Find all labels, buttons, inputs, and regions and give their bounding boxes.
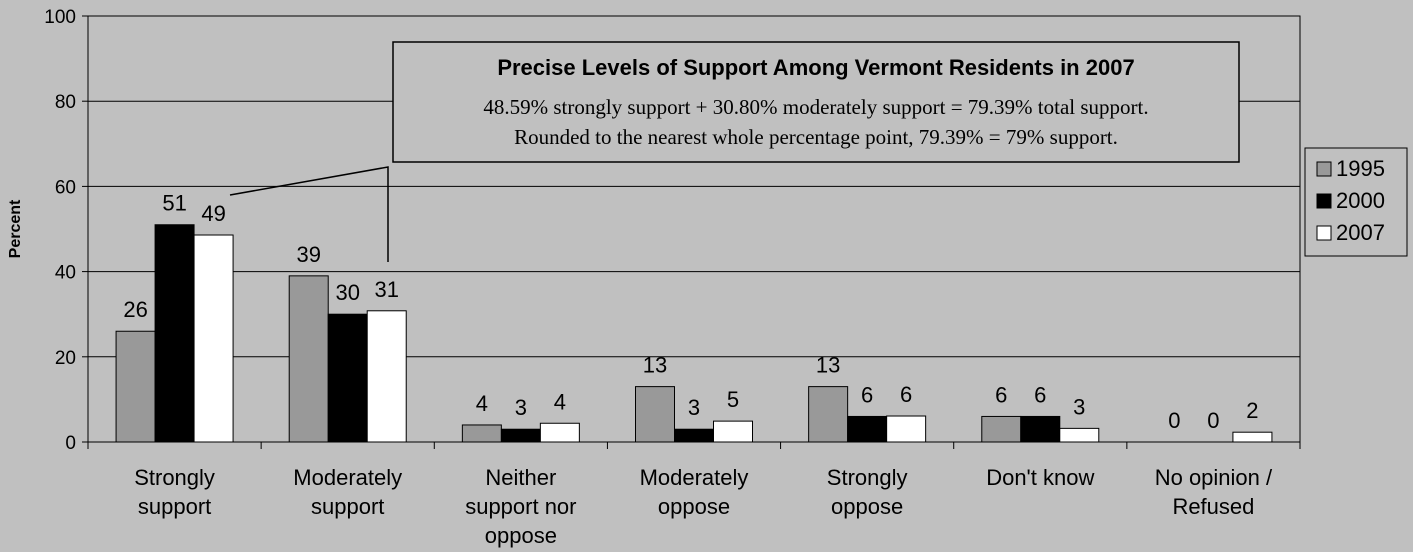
- y-axis-ticks: 0 20 40 60 80 100: [44, 7, 88, 454]
- data-label-2000: 6: [861, 382, 873, 407]
- x-category-label: Strongly: [827, 465, 908, 490]
- data-label-2007: 4: [554, 389, 566, 414]
- data-label-1995: 6: [995, 382, 1007, 407]
- x-category-label: oppose: [831, 494, 903, 519]
- legend-label-2007: 2007: [1336, 220, 1385, 245]
- data-label-2007: 5: [727, 387, 739, 412]
- annotation-callout-line: [229, 166, 389, 262]
- x-axis-categories: Strongly support Moderately support Neither s…: [87, 442, 1301, 548]
- y-tick-label: 40: [55, 263, 76, 284]
- x-category-label: Moderately: [640, 465, 749, 490]
- bar-2007: [1059, 427, 1100, 443]
- data-label-1995: 39: [296, 242, 320, 267]
- x-category-label: support: [138, 494, 211, 519]
- x-category-label: Refused: [1172, 494, 1254, 519]
- data-label-1995: 0: [1168, 408, 1180, 433]
- data-label-1995: 4: [476, 391, 488, 416]
- bars-group: [115, 224, 1273, 443]
- x-category-label: oppose: [658, 494, 730, 519]
- bar-1995: [808, 386, 849, 443]
- x-category-label: No opinion /: [1155, 465, 1273, 490]
- y-tick-label: 20: [55, 348, 76, 369]
- legend-swatch-1995: [1316, 161, 1332, 177]
- data-label-1995: 13: [816, 353, 840, 378]
- data-label-2000: 3: [688, 395, 700, 420]
- x-category-label: Don't know: [986, 465, 1094, 490]
- x-category-label: Strongly: [134, 465, 215, 490]
- data-label-2007: 49: [201, 201, 225, 226]
- x-category-label: oppose: [485, 523, 557, 548]
- annotation-box: Precise Levels of Support Among Vermont …: [229, 41, 1240, 262]
- annotation-line-1: 48.59% strongly support + 30.80% moderat…: [483, 95, 1148, 119]
- bar-2007: [193, 234, 234, 443]
- legend: 1995 2000 2007: [1304, 147, 1408, 257]
- data-label-2000: 30: [335, 280, 359, 305]
- data-label-2000: 3: [515, 395, 527, 420]
- annotation-frame: [392, 41, 1240, 163]
- data-label-1995: 26: [123, 297, 147, 322]
- data-label-1995: 13: [643, 353, 667, 378]
- annotation-title: Precise Levels of Support Among Vermont …: [497, 55, 1134, 80]
- legend-label-2000: 2000: [1336, 188, 1385, 213]
- bar-1995: [288, 275, 329, 443]
- y-tick-label: 80: [55, 92, 76, 113]
- y-tick-label: 100: [44, 7, 76, 28]
- bar-1995: [461, 424, 502, 443]
- bar-2007: [366, 310, 407, 443]
- x-category-label: support nor: [465, 494, 576, 519]
- bar-1995: [115, 330, 156, 443]
- bar-2007: [886, 415, 927, 443]
- data-label-2007: 6: [900, 382, 912, 407]
- x-category-label: Moderately: [293, 465, 402, 490]
- bar-2000: [674, 428, 714, 443]
- bar-1995: [635, 386, 675, 443]
- y-tick-label: 60: [55, 177, 76, 198]
- bar-2000: [500, 428, 541, 443]
- bar-2000: [327, 313, 368, 443]
- bar-2000: [1020, 415, 1061, 443]
- data-label-2007: 31: [374, 277, 398, 302]
- legend-label-1995: 1995: [1336, 156, 1385, 181]
- bar-2000: [154, 224, 195, 443]
- data-label-2000: 0: [1207, 408, 1219, 433]
- data-label-2000: 51: [162, 191, 186, 216]
- bar-1995: [981, 415, 1022, 443]
- data-label-2000: 6: [1034, 382, 1046, 407]
- y-axis-title: Percent: [7, 199, 24, 258]
- x-category-label: Neither: [485, 465, 556, 490]
- y-tick-label: 0: [65, 433, 76, 454]
- data-label-2007: 3: [1073, 394, 1085, 419]
- x-category-label: support: [311, 494, 384, 519]
- bar-2007: [539, 422, 580, 443]
- legend-swatch-2000: [1316, 193, 1332, 209]
- bar-2007: [1232, 431, 1273, 443]
- data-label-2007: 2: [1246, 398, 1258, 423]
- legend-swatch-2007: [1316, 225, 1332, 241]
- annotation-line-2: Rounded to the nearest whole percentage …: [514, 125, 1118, 149]
- bar-2007: [713, 420, 753, 443]
- bar-2000: [847, 415, 888, 443]
